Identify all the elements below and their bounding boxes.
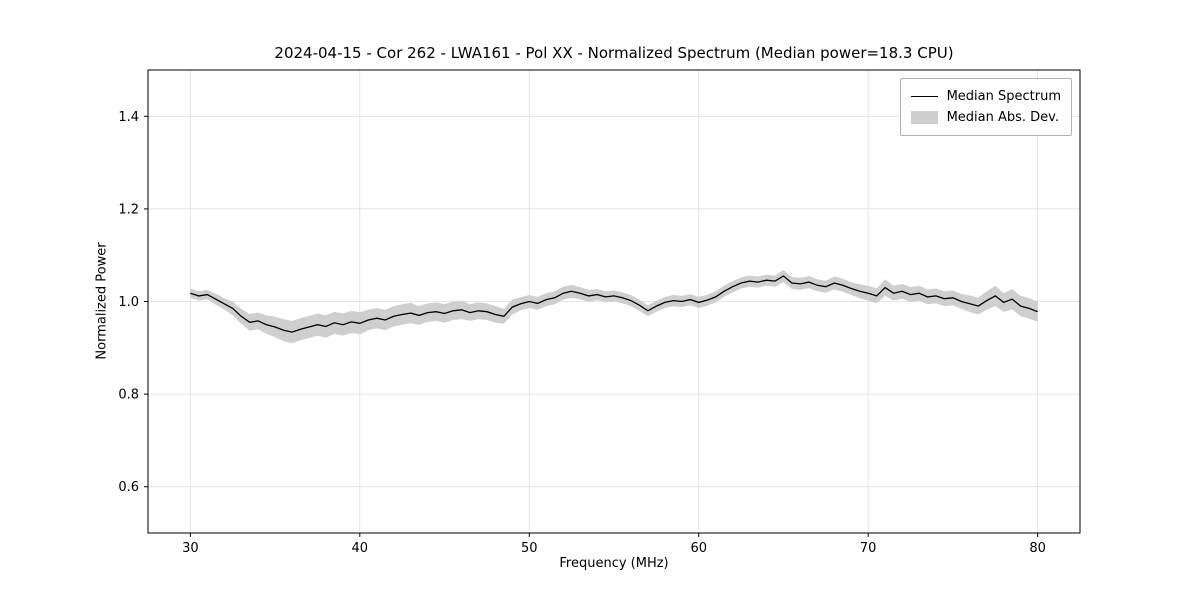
y-axis-label: Normalized Power — [94, 242, 110, 360]
y-tick-label: 1.0 — [118, 295, 139, 310]
x-axis-label: Frequency (MHz) — [559, 556, 669, 571]
x-tick-label: 70 — [860, 541, 877, 556]
legend-line-swatch — [910, 96, 938, 97]
y-tick-label: 1.2 — [118, 202, 139, 217]
y-tick-label: 1.4 — [118, 110, 139, 125]
y-tick-label: 0.8 — [118, 388, 139, 403]
median-spectrum-line — [190, 275, 1038, 333]
x-tick-label: 60 — [690, 541, 707, 556]
legend-entry-median-abs-dev: Median Abs. Dev. — [910, 107, 1061, 128]
legend-label: Median Spectrum — [946, 89, 1061, 104]
x-tick-label: 30 — [182, 541, 199, 556]
chart-title: 2024-04-15 - Cor 262 - LWA161 - Pol XX -… — [274, 44, 954, 62]
x-tick-label: 80 — [1029, 541, 1046, 556]
legend-label: Median Abs. Dev. — [946, 110, 1060, 125]
legend-entry-median-spectrum: Median Spectrum — [910, 86, 1061, 107]
legend: Median Spectrum Median Abs. Dev. — [899, 78, 1072, 136]
x-tick-label: 40 — [352, 541, 369, 556]
mad-band — [190, 270, 1038, 344]
x-tick-label: 50 — [521, 541, 538, 556]
y-tick-label: 0.6 — [118, 480, 139, 495]
legend-patch-swatch — [910, 111, 938, 124]
